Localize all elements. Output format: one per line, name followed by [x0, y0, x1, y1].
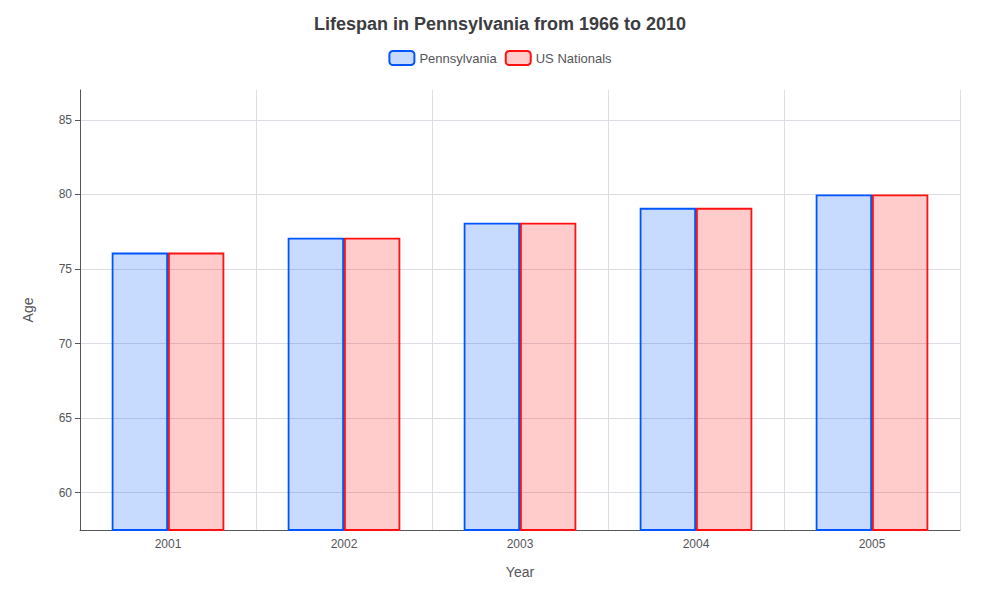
svg-text:US Nationals: US Nationals: [536, 51, 612, 66]
svg-text:2004: 2004: [683, 537, 710, 551]
svg-text:2002: 2002: [331, 537, 358, 551]
svg-text:2005: 2005: [859, 537, 886, 551]
svg-text:80: 80: [59, 187, 73, 201]
svg-text:Lifespan in Pennsylvania from: Lifespan in Pennsylvania from 1966 to 20…: [314, 14, 686, 34]
svg-text:Pennsylvania: Pennsylvania: [419, 51, 497, 66]
svg-text:65: 65: [59, 411, 73, 425]
svg-text:60: 60: [59, 486, 73, 500]
svg-text:70: 70: [59, 337, 73, 351]
svg-text:Age: Age: [20, 297, 36, 322]
svg-text:85: 85: [59, 113, 73, 127]
svg-text:75: 75: [59, 262, 73, 276]
svg-text:2003: 2003: [507, 537, 534, 551]
svg-text:Year: Year: [506, 564, 535, 580]
svg-text:2001: 2001: [155, 537, 182, 551]
